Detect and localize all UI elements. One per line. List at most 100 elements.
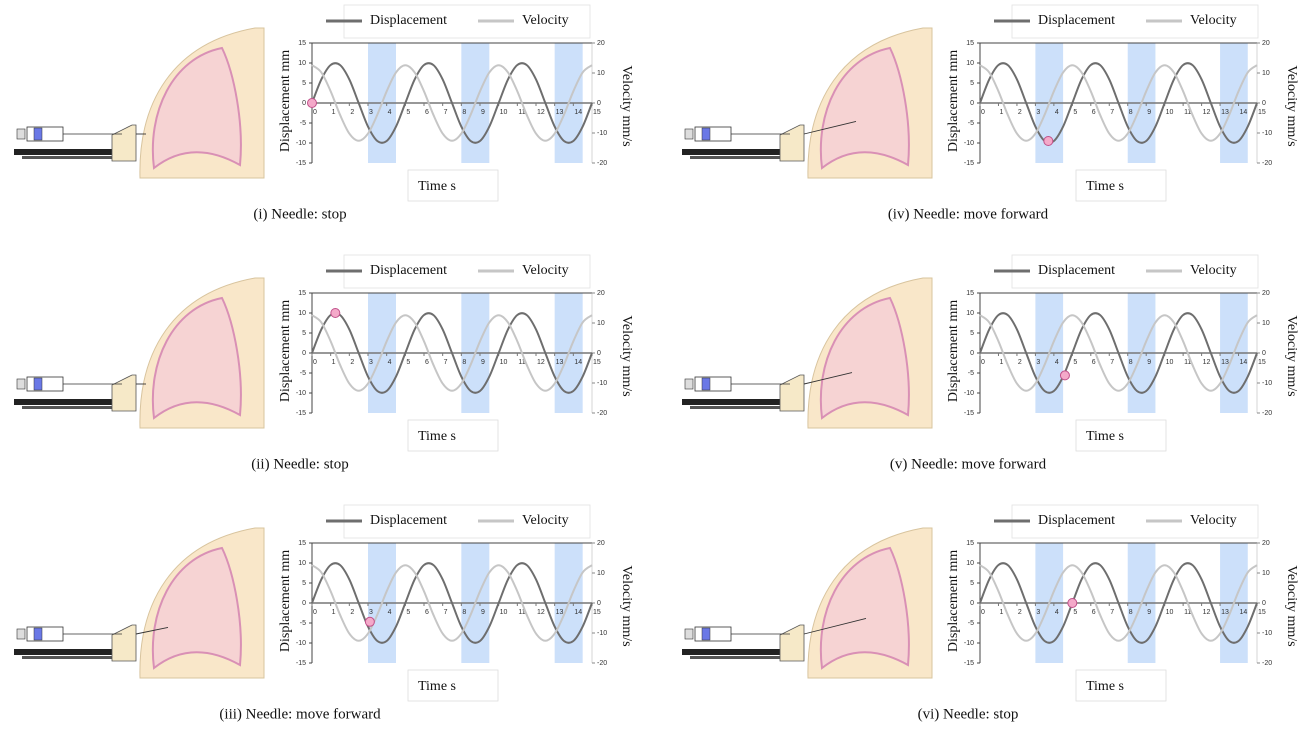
y2-tick-label: 20 bbox=[1262, 40, 1270, 47]
x-tick-label: 1 bbox=[332, 109, 336, 116]
syringe-plunger bbox=[702, 128, 710, 140]
y-tick-label: 10 bbox=[298, 560, 306, 567]
x-tick-label: 13 bbox=[556, 359, 564, 366]
y2-tick-label: 20 bbox=[597, 40, 605, 47]
x-tick-label: 9 bbox=[1147, 109, 1151, 116]
x-tick-label: 3 bbox=[1036, 109, 1040, 116]
x-tick-label: 2 bbox=[1018, 109, 1022, 116]
y-tick-label: -10 bbox=[964, 390, 974, 397]
y-tick-label: -15 bbox=[296, 410, 306, 417]
x-tick-label: 2 bbox=[1018, 609, 1022, 616]
y2-tick-label: 10 bbox=[1262, 70, 1270, 77]
y2-tick-label: -10 bbox=[597, 630, 607, 637]
x-tick-label: 14 bbox=[574, 359, 582, 366]
panel: -15-10-5051015-20-1001020012345678910111… bbox=[14, 255, 634, 472]
x-tick-label: 2 bbox=[1018, 359, 1022, 366]
stage-block bbox=[112, 375, 136, 411]
legend-label: Velocity bbox=[522, 13, 569, 28]
syringe-plunger bbox=[702, 628, 710, 640]
x-tick-label: 8 bbox=[1129, 109, 1133, 116]
lung-inner bbox=[821, 548, 909, 668]
x-tick-label: 13 bbox=[1221, 109, 1229, 116]
x-tick-label: 15 bbox=[593, 609, 601, 616]
syringe-plunger bbox=[34, 378, 42, 390]
x-tick-label: 4 bbox=[388, 109, 392, 116]
x-tick-label: 9 bbox=[481, 359, 485, 366]
y2-tick-label: -20 bbox=[597, 410, 607, 417]
legend-label: Velocity bbox=[522, 263, 569, 278]
x-tick-label: 4 bbox=[1055, 609, 1059, 616]
x-tick-label: 3 bbox=[369, 609, 373, 616]
stage-rail bbox=[690, 156, 794, 159]
legend-label: Displacement bbox=[370, 13, 447, 28]
y-axis-label: Displacement mm bbox=[278, 50, 293, 152]
syringe-plunger bbox=[702, 378, 710, 390]
y2-tick-label: -20 bbox=[1262, 410, 1272, 417]
x-tick-label: 9 bbox=[1147, 609, 1151, 616]
x-axis-label: Time s bbox=[418, 429, 456, 444]
x-tick-label: 7 bbox=[444, 359, 448, 366]
y-tick-label: 0 bbox=[302, 100, 306, 107]
x-tick-label: 0 bbox=[313, 359, 317, 366]
x-tick-label: 9 bbox=[481, 109, 485, 116]
x-tick-label: 12 bbox=[1203, 109, 1211, 116]
x-tick-label: 14 bbox=[574, 609, 582, 616]
y-tick-label: -10 bbox=[296, 390, 306, 397]
y2-tick-label: 0 bbox=[597, 350, 601, 357]
x-tick-label: 1 bbox=[999, 109, 1003, 116]
y2-tick-label: -10 bbox=[1262, 630, 1272, 637]
x-axis-label: Time s bbox=[1086, 679, 1124, 694]
x-axis-label: Time s bbox=[418, 679, 456, 694]
x-tick-label: 8 bbox=[462, 109, 466, 116]
panel-caption: (i) Needle: stop bbox=[253, 206, 346, 222]
x-tick-label: 13 bbox=[1221, 359, 1229, 366]
syringe-clamp bbox=[685, 129, 693, 139]
syringe-plunger bbox=[34, 628, 42, 640]
y-tick-label: 5 bbox=[302, 580, 306, 587]
y-tick-label: -5 bbox=[968, 620, 974, 627]
x-tick-label: 3 bbox=[1036, 609, 1040, 616]
x-tick-label: 1 bbox=[999, 609, 1003, 616]
x-tick-label: 7 bbox=[444, 609, 448, 616]
x-tick-label: 12 bbox=[537, 359, 545, 366]
x-tick-label: 0 bbox=[313, 609, 317, 616]
x-tick-label: 8 bbox=[462, 609, 466, 616]
x-tick-label: 6 bbox=[425, 609, 429, 616]
x-tick-label: 14 bbox=[1240, 609, 1248, 616]
panel: -15-10-5051015-20-1001020012345678910111… bbox=[14, 505, 634, 722]
y2-axis-label: Velocity mm/s bbox=[619, 315, 634, 396]
x-tick-label: 5 bbox=[406, 609, 410, 616]
syringe-barrel bbox=[27, 127, 63, 141]
x-tick-label: 12 bbox=[537, 109, 545, 116]
x-tick-label: 12 bbox=[1203, 359, 1211, 366]
y2-tick-label: 10 bbox=[597, 70, 605, 77]
y-tick-label: -5 bbox=[300, 120, 306, 127]
y2-axis-label: Velocity mm/s bbox=[1284, 315, 1299, 396]
syringe-clamp bbox=[17, 129, 25, 139]
x-tick-label: 1 bbox=[332, 609, 336, 616]
y2-tick-label: 20 bbox=[597, 540, 605, 547]
stage-block bbox=[112, 625, 136, 661]
y-tick-label: 5 bbox=[970, 80, 974, 87]
y-tick-label: -5 bbox=[300, 370, 306, 377]
stage-rail bbox=[22, 656, 126, 659]
x-tick-label: 3 bbox=[369, 359, 373, 366]
legend-label: Velocity bbox=[1190, 263, 1237, 278]
x-tick-label: 0 bbox=[981, 109, 985, 116]
y-tick-label: -15 bbox=[964, 160, 974, 167]
y-tick-label: -10 bbox=[964, 640, 974, 647]
x-tick-label: 2 bbox=[350, 609, 354, 616]
x-axis-label: Time s bbox=[1086, 429, 1124, 444]
panel-caption: (vi) Needle: stop bbox=[918, 706, 1019, 722]
x-tick-label: 2 bbox=[350, 359, 354, 366]
y-tick-label: 15 bbox=[966, 540, 974, 547]
y-axis-label: Displacement mm bbox=[946, 300, 961, 402]
y-axis-label: Displacement mm bbox=[278, 550, 293, 652]
y-tick-label: 15 bbox=[298, 290, 306, 297]
panel-caption: (iii) Needle: move forward bbox=[219, 706, 381, 722]
y2-tick-label: -20 bbox=[1262, 660, 1272, 667]
figure: -15-10-5051015-20-1001020012345678910111… bbox=[0, 0, 1314, 731]
